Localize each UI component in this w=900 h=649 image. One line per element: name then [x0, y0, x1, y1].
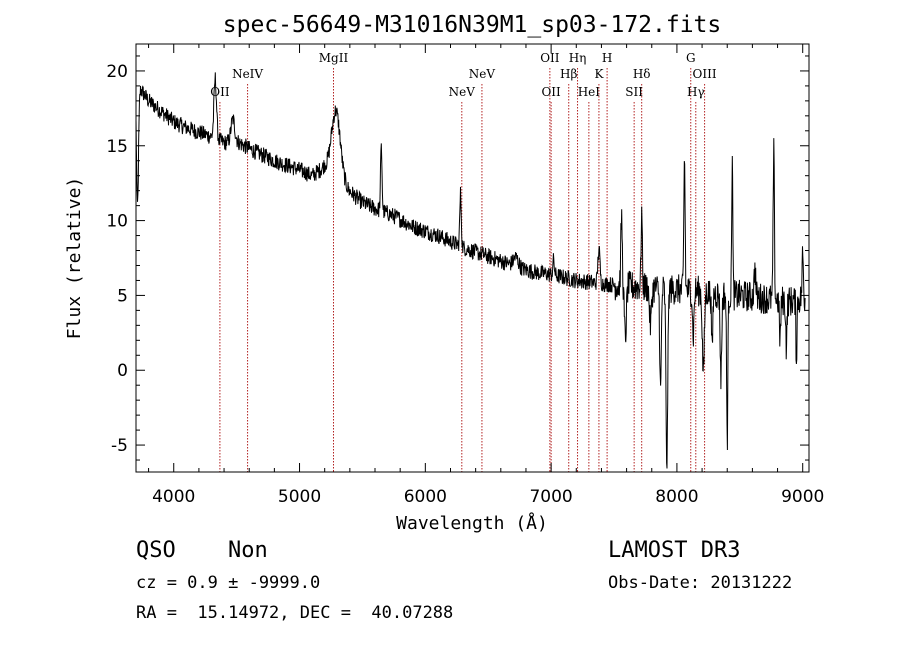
line-label: OII [541, 85, 561, 99]
line-label: SII [625, 85, 643, 99]
survey-name: LAMOST DR3 [608, 538, 741, 563]
chart-title: spec-56649-M31016N39M1_sp03-172.fits [223, 12, 722, 38]
coordinates-readout: RA = 15.14972, DEC = 40.07288 [136, 603, 454, 623]
y-tick-label: -5 [111, 436, 128, 456]
spectrum-line [135, 72, 806, 469]
line-label: NeV [469, 67, 496, 81]
line-label: G [686, 51, 696, 65]
line-label: Hγ [687, 85, 705, 99]
y-tick-label: 10 [106, 212, 128, 232]
line-label: NeV [449, 85, 476, 99]
line-label: NeIV [232, 67, 263, 81]
x-tick-label: 4000 [152, 487, 195, 507]
axes: 4000 5000 6000 7000 8000 9000 -5 0 5 10 15 20 [106, 44, 824, 507]
object-subclass: Non [228, 538, 268, 563]
line-label: Hδ [633, 67, 651, 81]
x-tick-label: 8000 [655, 487, 698, 507]
line-label: OII [210, 85, 230, 99]
emission-line-markers: OIINeIVMgIINeVNeVOIIOIIHβHηHeIKHHδSIIGHγ… [210, 51, 717, 472]
object-class: QSO [136, 538, 176, 563]
line-label: Hη [569, 51, 587, 65]
line-label: K [594, 67, 604, 81]
y-tick-label: 15 [106, 137, 128, 157]
line-label: H [602, 51, 612, 65]
line-label: Hβ [560, 67, 577, 81]
line-label: MgII [319, 51, 349, 65]
line-label: HeI [578, 85, 601, 99]
x-tick-label: 9000 [781, 487, 824, 507]
y-tick-label: 20 [106, 62, 128, 82]
x-tick-label: 5000 [278, 487, 321, 507]
y-tick-label: 0 [117, 361, 128, 381]
y-axis-label: Flux (relative) [64, 177, 85, 340]
observation-date: Obs-Date: 20131222 [608, 573, 793, 593]
line-label: OII [540, 51, 560, 65]
x-axis-label: Wavelength (Å) [396, 512, 548, 534]
y-tick-label: 5 [117, 286, 128, 306]
x-tick-label: 6000 [404, 487, 447, 507]
plot-frame [135, 43, 810, 473]
redshift-readout: cz = 0.9 ± -9999.0 [136, 573, 321, 593]
line-label: OIII [693, 67, 717, 81]
x-tick-label: 7000 [529, 487, 572, 507]
